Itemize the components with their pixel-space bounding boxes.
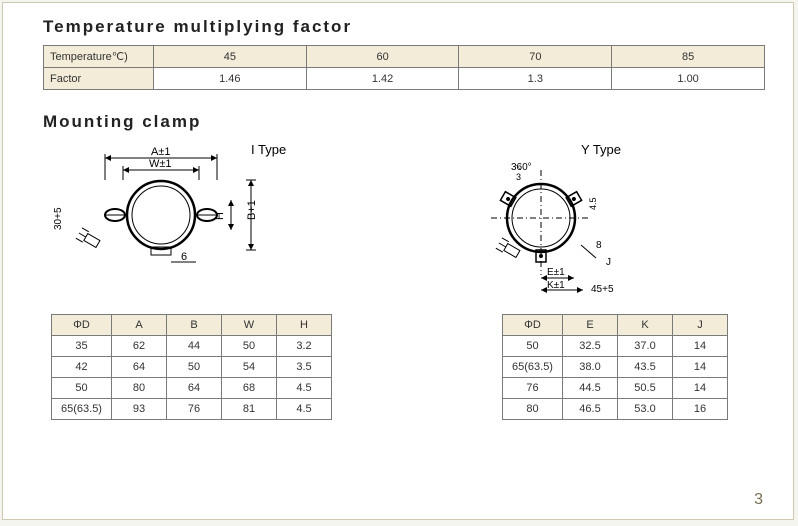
y-r0c0: 50 <box>503 336 563 357</box>
i-h3: W <box>222 315 277 336</box>
dim-B: B+1 <box>246 200 258 220</box>
i-r3c3: 81 <box>222 399 277 420</box>
factor-0: 1.46 <box>153 68 306 90</box>
i-r0c1: 62 <box>112 336 167 357</box>
y-r1c2: 43.5 <box>618 357 673 378</box>
i-h2: B <box>167 315 222 336</box>
dim-H: H <box>214 212 226 220</box>
y-r1c1: 38.0 <box>563 357 618 378</box>
i-r1c0: 42 <box>52 357 112 378</box>
y-r2c2: 50.5 <box>618 378 673 399</box>
section2-title: Mounting clamp <box>43 112 765 132</box>
y-h0: ΦD <box>503 315 563 336</box>
y-type-table: ΦD E K J 5032.537.014 65(63.5)38.043.514… <box>502 314 728 420</box>
y-r2c0: 76 <box>503 378 563 399</box>
y-r1c0: 65(63.5) <box>503 357 563 378</box>
temp-col-2: 70 <box>459 46 612 68</box>
i-r2c4: 4.5 <box>277 378 332 399</box>
dim-E: E±1 <box>547 267 565 278</box>
dim-eight: 8 <box>596 240 602 251</box>
i-type-diagram: I Type <box>51 140 311 275</box>
page-number: 3 <box>754 491 763 509</box>
dim-K: K±1 <box>547 280 565 291</box>
i-r0c2: 44 <box>167 336 222 357</box>
i-type-table: ΦD A B W H 356244503.2 426450543.5 50806… <box>51 314 332 420</box>
i-r0c0: 35 <box>52 336 112 357</box>
dim-A: A±1 <box>151 146 171 158</box>
dim-thirty: 30+5 <box>53 207 64 230</box>
y-r3c3: 16 <box>673 399 728 420</box>
y-h1: E <box>563 315 618 336</box>
dim-360: 360° <box>511 162 532 173</box>
y-r0c1: 32.5 <box>563 336 618 357</box>
factor-1: 1.42 <box>306 68 459 90</box>
y-r3c1: 46.5 <box>563 399 618 420</box>
y-r3c0: 80 <box>503 399 563 420</box>
i-h4: H <box>277 315 332 336</box>
i-type-label: I Type <box>251 142 286 157</box>
i-r0c4: 3.2 <box>277 336 332 357</box>
dim-45: 45+5 <box>591 284 614 295</box>
i-r2c3: 68 <box>222 378 277 399</box>
i-r3c4: 4.5 <box>277 399 332 420</box>
y-r2c1: 44.5 <box>563 378 618 399</box>
dim-W: W±1 <box>149 158 172 170</box>
i-h0: ΦD <box>52 315 112 336</box>
y-type-label: Y Type <box>581 142 621 157</box>
document-page: Temperature multiplying factor Temperatu… <box>2 2 794 520</box>
i-r1c4: 3.5 <box>277 357 332 378</box>
i-r2c1: 80 <box>112 378 167 399</box>
temp-label: Temperature℃) <box>44 46 154 68</box>
y-type-diagram: Y Type <box>441 140 681 300</box>
i-r3c2: 76 <box>167 399 222 420</box>
i-r2c0: 50 <box>52 378 112 399</box>
dim-six: 6 <box>181 251 187 263</box>
i-r0c3: 50 <box>222 336 277 357</box>
y-h2: K <box>618 315 673 336</box>
temp-col-3: 85 <box>612 46 765 68</box>
temp-col-1: 60 <box>306 46 459 68</box>
dim-3: 3 <box>516 172 521 182</box>
i-r1c3: 54 <box>222 357 277 378</box>
dim-45s: 4.5 <box>588 197 598 210</box>
y-r0c3: 14 <box>673 336 728 357</box>
diagrams-row: I Type <box>51 140 765 300</box>
factor-3: 1.00 <box>612 68 765 90</box>
i-h1: A <box>112 315 167 336</box>
temperature-table: Temperature℃) 45 60 70 85 Factor 1.46 1.… <box>43 45 765 90</box>
dim-J: J <box>606 257 611 268</box>
y-r2c3: 14 <box>673 378 728 399</box>
y-r3c2: 53.0 <box>618 399 673 420</box>
i-r3c1: 93 <box>112 399 167 420</box>
y-h3: J <box>673 315 728 336</box>
factor-2: 1.3 <box>459 68 612 90</box>
i-r2c2: 64 <box>167 378 222 399</box>
y-r1c3: 14 <box>673 357 728 378</box>
section1-title: Temperature multiplying factor <box>43 17 765 37</box>
temp-col-0: 45 <box>153 46 306 68</box>
factor-label: Factor <box>44 68 154 90</box>
i-r1c1: 64 <box>112 357 167 378</box>
y-r0c2: 37.0 <box>618 336 673 357</box>
i-r1c2: 50 <box>167 357 222 378</box>
i-r3c0: 65(63.5) <box>52 399 112 420</box>
